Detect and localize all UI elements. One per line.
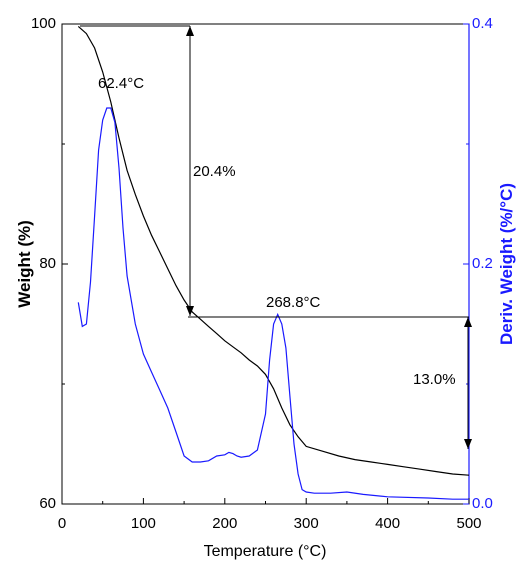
arrow-up-2 <box>464 317 472 327</box>
x-tick-label: 400 <box>375 515 400 532</box>
y-right-tick-label: 0.0 <box>472 495 493 512</box>
x-axis-title: Temperature (°C) <box>204 543 327 560</box>
x-tick-label: 100 <box>131 515 156 532</box>
tick-marks <box>61 23 470 505</box>
loss2-label: 13.0% <box>413 371 456 388</box>
arrow-down-1 <box>186 306 194 316</box>
arrow-up-1 <box>186 26 194 36</box>
y-left-tick-label: 100 <box>31 15 56 32</box>
x-tick-label: 300 <box>294 515 319 532</box>
plot-frame <box>61 23 470 505</box>
arrow-down-2 <box>464 439 472 449</box>
y-left-tick-label: 80 <box>39 255 56 272</box>
x-tick-label: 200 <box>212 515 237 532</box>
y-left-tick-label: 60 <box>39 495 56 512</box>
y-right-tick-label: 0.2 <box>472 255 493 272</box>
peak1-label: 62.4°C <box>98 75 144 92</box>
x-tick-label: 0 <box>58 515 66 532</box>
y-right-tick-label: 0.4 <box>472 15 493 32</box>
peak2-label: 268.8°C <box>266 294 321 311</box>
weight-series-line <box>77 25 470 476</box>
x-tick-label: 500 <box>456 515 481 532</box>
y-right-axis-title: Deriv. Weight (%/°C) <box>497 183 516 345</box>
loss1-label: 20.4% <box>193 163 236 180</box>
deriv-weight-series-line <box>77 107 469 500</box>
y-left-axis-title: Weight (%) <box>15 220 34 308</box>
